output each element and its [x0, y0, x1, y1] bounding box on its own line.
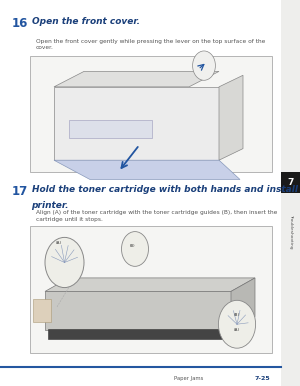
Polygon shape [54, 160, 240, 179]
Text: (A): (A) [56, 241, 62, 245]
Circle shape [193, 51, 215, 80]
Polygon shape [219, 75, 243, 160]
Bar [45, 291, 231, 330]
Text: Troubleshooting: Troubleshooting [289, 214, 293, 249]
Polygon shape [45, 278, 255, 291]
Text: Open the front cover gently while pressing the lever on the top surface of the
c: Open the front cover gently while pressi… [36, 39, 266, 50]
Text: Paper Jams: Paper Jams [174, 376, 203, 381]
Bar [48, 329, 228, 339]
Polygon shape [231, 278, 255, 330]
Circle shape [122, 232, 148, 266]
Polygon shape [54, 71, 219, 87]
Text: (B): (B) [129, 244, 135, 248]
Bar [30, 226, 272, 353]
Text: 16: 16 [12, 17, 28, 30]
Text: (B): (B) [234, 313, 240, 317]
Bar [69, 120, 152, 138]
Text: Open the front cover.: Open the front cover. [32, 17, 140, 26]
Text: printer.: printer. [32, 201, 69, 210]
Polygon shape [33, 299, 51, 322]
Text: 7: 7 [287, 178, 294, 187]
Bar [30, 56, 272, 172]
Circle shape [218, 300, 256, 348]
Bar [281, 0, 300, 386]
Circle shape [45, 237, 84, 288]
Text: 17: 17 [12, 185, 28, 198]
Polygon shape [54, 87, 219, 160]
Text: 7-25: 7-25 [255, 376, 271, 381]
Text: Align (A) of the toner cartridge with the toner cartridge guides (B), then inser: Align (A) of the toner cartridge with th… [36, 210, 278, 222]
Text: Hold the toner cartridge with both hands and install it into the: Hold the toner cartridge with both hands… [32, 185, 300, 194]
Bar [281, 172, 300, 193]
Text: (A): (A) [234, 328, 240, 332]
